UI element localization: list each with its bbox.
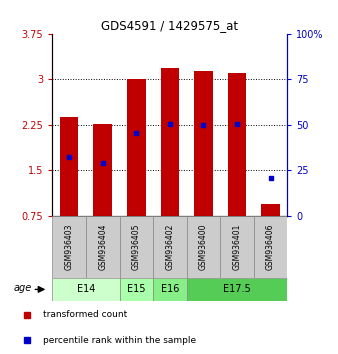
Bar — [120, 278, 153, 301]
Bar — [194, 71, 213, 216]
Bar — [52, 278, 120, 301]
Bar — [52, 216, 86, 278]
Bar — [254, 216, 287, 278]
Bar — [153, 278, 187, 301]
Bar — [187, 216, 220, 278]
Bar — [86, 216, 120, 278]
Bar — [120, 216, 153, 278]
Text: transformed count: transformed count — [43, 310, 127, 319]
Text: GSM936405: GSM936405 — [132, 224, 141, 270]
Bar — [228, 73, 246, 216]
Text: GSM936403: GSM936403 — [65, 224, 74, 270]
Bar — [94, 124, 112, 216]
Text: age: age — [13, 283, 31, 293]
Bar — [127, 79, 146, 216]
Bar — [187, 278, 287, 301]
Text: E16: E16 — [161, 284, 179, 295]
Text: E14: E14 — [77, 284, 95, 295]
Text: GSM936401: GSM936401 — [233, 224, 241, 270]
Text: E17.5: E17.5 — [223, 284, 251, 295]
Text: E15: E15 — [127, 284, 146, 295]
Text: GSM936400: GSM936400 — [199, 224, 208, 270]
Text: percentile rank within the sample: percentile rank within the sample — [43, 336, 196, 345]
Bar — [161, 68, 179, 216]
Title: GDS4591 / 1429575_at: GDS4591 / 1429575_at — [101, 19, 238, 33]
Bar — [261, 204, 280, 216]
Bar — [153, 216, 187, 278]
Text: GSM936402: GSM936402 — [165, 224, 174, 270]
Text: GSM936404: GSM936404 — [98, 224, 107, 270]
Bar — [60, 117, 78, 216]
Bar — [220, 216, 254, 278]
Text: GSM936406: GSM936406 — [266, 224, 275, 270]
